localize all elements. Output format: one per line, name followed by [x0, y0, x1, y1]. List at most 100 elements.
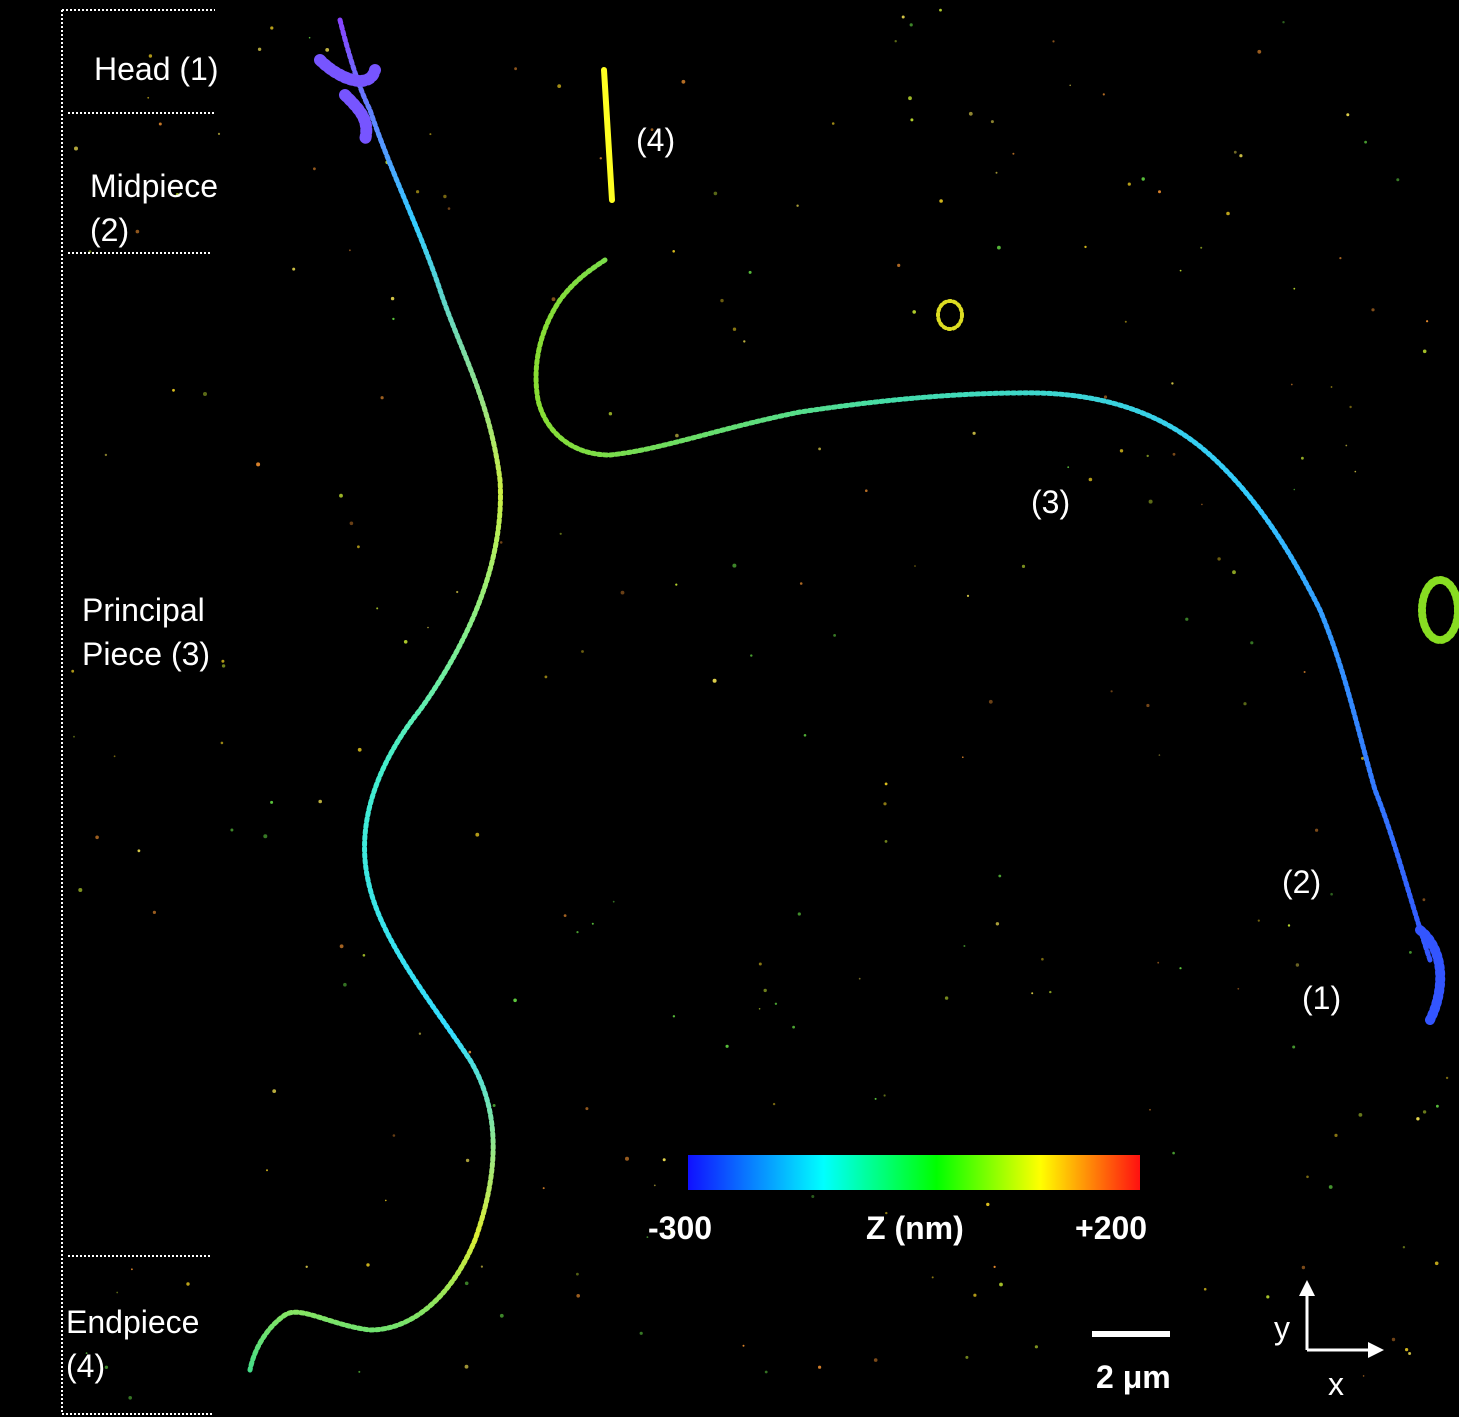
localization [945, 996, 948, 999]
localization [932, 1276, 934, 1278]
localization [811, 1195, 814, 1198]
localization [989, 700, 993, 704]
localization [1180, 270, 1182, 272]
localization [743, 340, 745, 342]
colorbar [688, 1155, 1140, 1190]
localization [1409, 951, 1412, 954]
localization [885, 840, 888, 843]
localization [682, 80, 686, 84]
localization [897, 264, 900, 267]
localization [1435, 1262, 1439, 1266]
localization [1157, 962, 1159, 964]
localization [469, 1051, 472, 1054]
localization [914, 565, 916, 567]
region-label: Endpiece (4) [66, 1300, 226, 1388]
localization [1363, 1375, 1365, 1377]
localization [500, 1314, 504, 1318]
localization [1405, 1348, 1408, 1351]
localization [902, 16, 905, 19]
localization [1257, 50, 1261, 54]
localization [991, 120, 994, 123]
localization [1392, 1338, 1395, 1341]
localization [1158, 190, 1161, 193]
localization [292, 268, 295, 271]
localization [493, 1104, 496, 1107]
localization [675, 584, 677, 586]
localization [1315, 829, 1318, 832]
localization [1012, 153, 1014, 155]
axis-label-y: y [1274, 1306, 1290, 1350]
y-arrowhead [1299, 1280, 1315, 1296]
localization [585, 1107, 588, 1110]
localization [764, 989, 767, 992]
localization [1293, 288, 1295, 290]
colorbar-max: +200 [1075, 1206, 1147, 1250]
localization [1423, 350, 1427, 354]
localization [1142, 177, 1145, 180]
localization [391, 297, 394, 300]
localization [366, 1263, 369, 1266]
localization [832, 122, 835, 125]
localization [749, 271, 752, 274]
localization [1359, 1113, 1363, 1117]
localization [1408, 1352, 1411, 1355]
localization [1041, 958, 1044, 961]
region-label: Midpiece (2) [90, 164, 250, 252]
localization [1345, 445, 1347, 447]
localization [263, 834, 267, 838]
localization [1173, 453, 1176, 456]
localization [1239, 154, 1242, 157]
localization [1237, 988, 1239, 990]
localization [765, 1371, 768, 1374]
localization [381, 396, 384, 399]
localization [874, 1358, 878, 1362]
localization [465, 1282, 469, 1286]
localization [306, 1266, 308, 1268]
localization [969, 112, 973, 116]
localization [218, 133, 220, 135]
localization [576, 931, 578, 933]
localization [1067, 466, 1069, 468]
localization [908, 96, 912, 100]
x-arrowhead [1368, 1342, 1384, 1358]
flagellum-left [250, 20, 500, 1370]
localization [419, 1033, 421, 1035]
localization [350, 522, 354, 526]
localization [609, 412, 612, 415]
localization [153, 911, 156, 914]
localization [557, 84, 561, 88]
colorbar-min: -300 [648, 1206, 712, 1250]
localization [1436, 1105, 1439, 1108]
localization [466, 1159, 469, 1162]
axis-label-x: x [1328, 1362, 1344, 1406]
localization [986, 1203, 989, 1206]
localization [1250, 641, 1253, 644]
localization [1031, 992, 1033, 994]
localization [1339, 257, 1341, 259]
localization [973, 1294, 976, 1297]
localization [939, 9, 942, 12]
localization [720, 299, 723, 302]
localization [258, 48, 261, 51]
localization [1147, 455, 1149, 457]
localization [1446, 1077, 1448, 1079]
localization [939, 199, 943, 203]
localization [967, 595, 969, 597]
localization [996, 172, 998, 174]
annotation: (2) [1282, 860, 1321, 904]
localization [105, 454, 107, 456]
localization [1396, 178, 1399, 181]
localization [600, 157, 602, 159]
localization [358, 1371, 360, 1373]
localization [910, 23, 913, 26]
localization [621, 591, 625, 595]
localization [500, 541, 503, 544]
flagellum-right [536, 260, 1430, 960]
localization [270, 801, 273, 804]
localization [775, 1003, 777, 1005]
localization [1294, 489, 1296, 491]
page: Head (1) Midpiece (2) Principal Piece (3… [0, 0, 1459, 1417]
localization [592, 923, 594, 925]
region-label: Principal Piece (3) [82, 588, 242, 676]
localization [713, 679, 717, 683]
